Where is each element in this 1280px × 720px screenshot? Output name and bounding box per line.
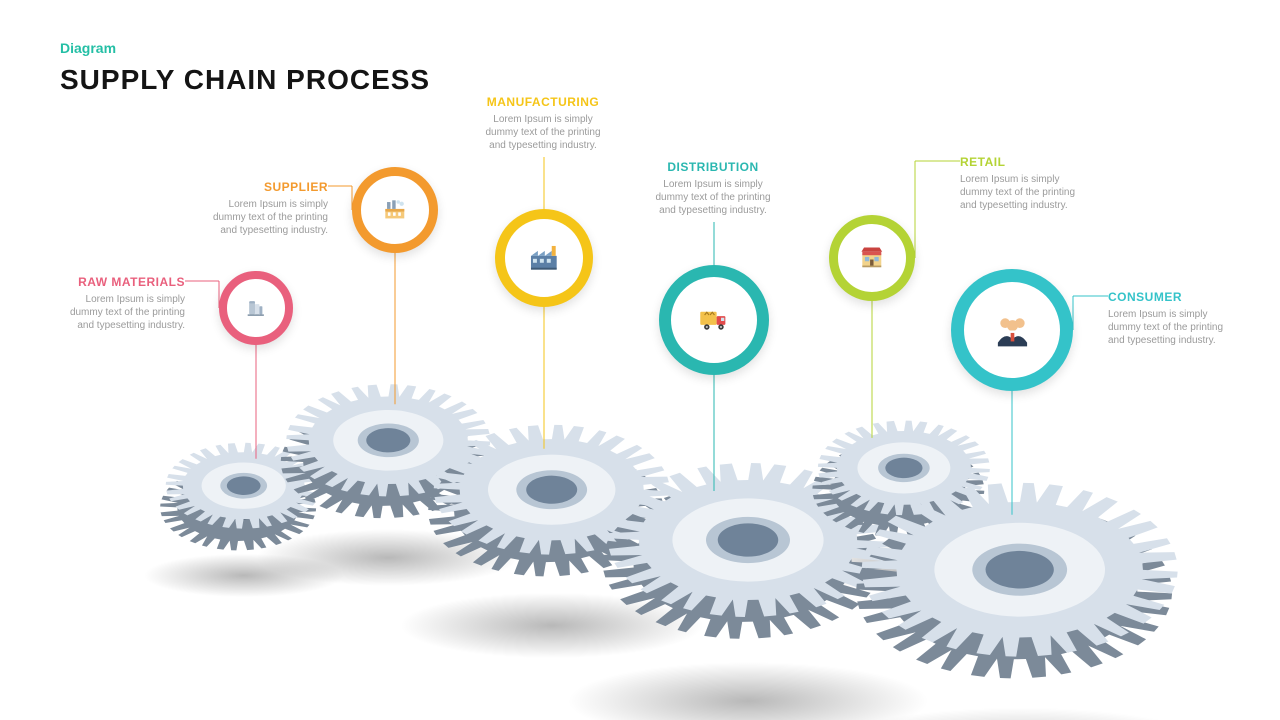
ring-consumer [951,269,1073,391]
step-desc: Lorem Ipsum is simply dummy text of the … [198,198,328,237]
ring-retail [829,215,915,301]
step-title: RETAIL [960,155,1090,169]
step-title: SUPPLIER [198,180,328,194]
truck-icon [684,290,744,350]
step-title: RAW MATERIALS [55,275,185,289]
step-desc: Lorem Ipsum is simply dummy text of the … [1108,308,1238,347]
step-desc: Lorem Ipsum is simply dummy text of the … [648,178,778,217]
people-icon [978,296,1045,363]
step-title: MANUFACTURING [478,95,608,109]
step-supplier: SUPPLIER Lorem Ipsum is simply dummy tex… [198,180,328,237]
store-icon [848,234,896,282]
diagram-title: SUPPLY CHAIN PROCESS [60,64,430,96]
ring-manufacturing [495,209,593,307]
step-manufacturing: MANUFACTURING Lorem Ipsum is simply dumm… [478,95,608,152]
step-retail: RETAIL Lorem Ipsum is simply dummy text … [960,155,1090,212]
step-desc: Lorem Ipsum is simply dummy text of the … [960,173,1090,212]
step-desc: Lorem Ipsum is simply dummy text of the … [55,293,185,332]
step-raw-materials: RAW MATERIALS Lorem Ipsum is simply dumm… [55,275,185,332]
ring-raw-materials [219,271,293,345]
factory-large-icon [517,231,572,286]
ring-supplier [352,167,438,253]
diagram-subtitle: Diagram [60,40,116,56]
step-consumer: CONSUMER Lorem Ipsum is simply dummy tex… [1108,290,1238,347]
step-title: CONSUMER [1108,290,1238,304]
step-title: DISTRIBUTION [648,160,778,174]
factory-small-icon [371,186,419,234]
storage-tank-icon [236,288,277,329]
step-distribution: DISTRIBUTION Lorem Ipsum is simply dummy… [648,160,778,217]
gear-5 [838,388,1201,720]
step-desc: Lorem Ipsum is simply dummy text of the … [478,113,608,152]
ring-distribution [659,265,769,375]
